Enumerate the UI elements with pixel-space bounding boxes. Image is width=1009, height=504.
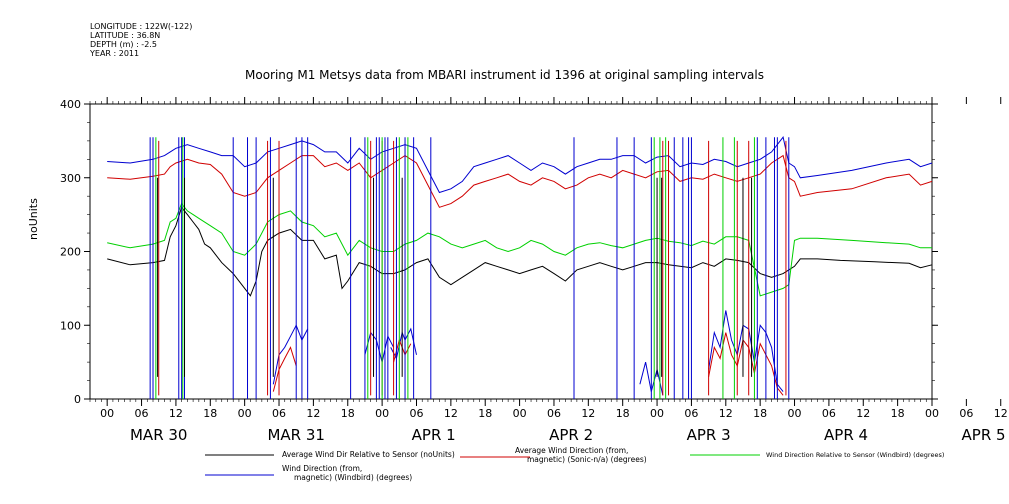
day-label: APR 4 <box>824 426 868 444</box>
y-tick-label: 300 <box>60 172 81 185</box>
legend-label-4: Wind Direction (from, <box>282 464 362 473</box>
x-tick-label: 06 <box>822 407 836 420</box>
x-tick-label: 00 <box>100 407 114 420</box>
x-tick-label: 12 <box>994 407 1008 420</box>
x-tick-label: 00 <box>788 407 802 420</box>
x-tick-label: 12 <box>306 407 320 420</box>
x-tick-label: 00 <box>513 407 527 420</box>
day-label: APR 5 <box>962 426 1006 444</box>
x-tick-label: 12 <box>856 407 870 420</box>
x-tick-label: 06 <box>272 407 286 420</box>
latitude-label: LATITUDE : 36.8N <box>90 31 161 40</box>
series-line-1 <box>107 206 933 297</box>
day-label: MAR 30 <box>130 426 187 444</box>
x-tick-label: 18 <box>753 407 767 420</box>
x-tick-label: 18 <box>203 407 217 420</box>
series-low-segment <box>272 346 297 392</box>
x-tick-label: 12 <box>719 407 733 420</box>
series-line-2 <box>107 154 933 208</box>
x-tick-label: 00 <box>650 407 664 420</box>
series-line-3 <box>107 202 932 297</box>
x-tick-label: 18 <box>341 407 355 420</box>
legend-label-4-line2: magnetic) (Windbird) (degrees) <box>294 473 412 482</box>
day-label: MAR 31 <box>267 426 324 444</box>
x-tick-label: 06 <box>684 407 698 420</box>
chart-title: Mooring M1 Metsys data from MBARI instru… <box>245 68 764 82</box>
y-tick-label: 100 <box>60 319 81 332</box>
x-tick-label: 06 <box>547 407 561 420</box>
legend-label-3: Wind Direction Relative to Sensor (Windb… <box>766 451 944 459</box>
y-tick-label: 0 <box>74 393 81 406</box>
depth-label: DEPTH (m) : -2.5 <box>90 40 157 49</box>
legend-label-1: Average Wind Dir Relative to Sensor (noU… <box>282 450 455 459</box>
x-tick-label: 06 <box>409 407 423 420</box>
x-tick-label: 12 <box>444 407 458 420</box>
day-label: APR 3 <box>687 426 731 444</box>
day-label: APR 1 <box>412 426 456 444</box>
year-label: YEAR : 2011 <box>90 49 140 58</box>
day-label: APR 2 <box>549 426 593 444</box>
longitude-label: LONGITUDE : 122W(-122) <box>90 22 193 31</box>
x-tick-label: 18 <box>891 407 905 420</box>
series-low-segment <box>390 327 417 360</box>
x-tick-label: 00 <box>375 407 389 420</box>
x-tick-label: 18 <box>616 407 630 420</box>
x-tick-label: 00 <box>925 407 939 420</box>
series-low-segment <box>708 332 784 396</box>
x-tick-label: 00 <box>238 407 252 420</box>
series-low-segment <box>708 310 784 392</box>
series-line-4 <box>107 136 933 194</box>
legend-label-2-line2: magnetic) (Sonic-n/a) (degrees) <box>527 455 647 464</box>
x-tick-label: 06 <box>135 407 149 420</box>
legend-label-2: Average Wind Direction (from, <box>515 446 628 455</box>
y-tick-label: 200 <box>60 246 81 259</box>
y-tick-label: 400 <box>60 98 81 111</box>
x-tick-label: 12 <box>581 407 595 420</box>
x-tick-label: 12 <box>169 407 183 420</box>
x-tick-label: 06 <box>959 407 973 420</box>
plot-frame <box>89 103 933 400</box>
x-tick-label: 18 <box>478 407 492 420</box>
series-low-segment <box>272 324 309 385</box>
